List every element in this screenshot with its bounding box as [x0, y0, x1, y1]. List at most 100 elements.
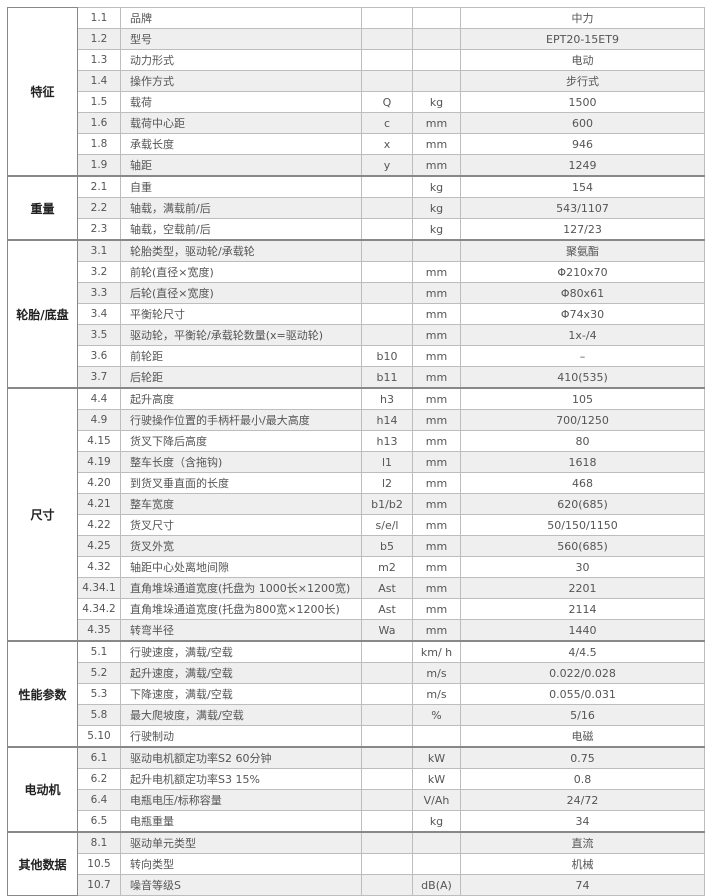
cell-sym — [361, 197, 413, 219]
cell-unit: kg — [412, 91, 461, 113]
cell-unit: mm — [412, 535, 461, 557]
cell-sym — [361, 789, 413, 811]
cell-unit: mm — [412, 154, 461, 177]
cell-unit: dB(A) — [412, 874, 461, 896]
cell-value: 0.022/0.028 — [460, 662, 705, 684]
cell-name: 行驶制动 — [120, 725, 362, 748]
cell-sym — [361, 853, 413, 875]
cell-unit: km/ h — [412, 640, 461, 663]
table-row: 电动机 6.1 驱动电机额定功率S2 60分钟 kW 0.75 — [7, 746, 705, 833]
category-label: 其他数据 — [7, 831, 78, 896]
cell-sym: l2 — [361, 472, 413, 494]
cell-unit: mm — [412, 324, 461, 346]
cell-sym — [361, 810, 413, 833]
cell-value: 946 — [460, 133, 705, 155]
cell-unit: m/s — [412, 683, 461, 705]
cell-num: 3.4 — [77, 303, 121, 325]
table-row: 尺寸 4.4 起升高度 h3 mm 105 — [7, 387, 705, 642]
cell-name: 下降速度，满载/空载 — [120, 683, 362, 705]
cell-value: 34 — [460, 810, 705, 833]
table-row: 5.3 下降速度，满载/空载 m/s 0.055/0.031 — [8, 683, 705, 705]
table-row: 1.6 载荷中心距 c mm 600 — [8, 112, 705, 134]
cell-name: 平衡轮尺寸 — [120, 303, 362, 325]
cell-name: 转向类型 — [120, 853, 362, 875]
cell-name: 驱动轮，平衡轮/承载轮数量(x=驱动轮) — [120, 324, 362, 346]
table-row: 性能参数 5.1 行驶速度，满载/空载 km/ h 4/4.5 — [7, 640, 705, 748]
table-row: 5.10 行驶制动 电磁 — [8, 725, 705, 748]
cell-unit — [412, 853, 461, 875]
cell-value: 24/72 — [460, 789, 705, 811]
cell-name: 动力形式 — [120, 49, 362, 71]
category-label: 重量 — [7, 175, 78, 241]
category-label: 性能参数 — [7, 640, 78, 748]
cell-value: 74 — [460, 874, 705, 896]
cell-value: 0.8 — [460, 768, 705, 790]
cell-num: 4.35 — [77, 619, 121, 642]
cell-unit: mm — [412, 577, 461, 599]
cell-sym: b11 — [361, 366, 413, 389]
cell-value: 1618 — [460, 451, 705, 473]
cell-num: 6.4 — [77, 789, 121, 811]
cell-sym — [361, 831, 413, 854]
cell-unit: mm — [412, 261, 461, 283]
cell-sym — [361, 874, 413, 896]
cell-sym: y — [361, 154, 413, 177]
table-row: 4.21 整车宽度 b1/b2 mm 620(685) — [8, 493, 705, 515]
cell-sym: l1 — [361, 451, 413, 473]
cell-sym: x — [361, 133, 413, 155]
cell-num: 6.1 — [77, 746, 121, 769]
cell-name: 最大爬坡度，满载/空载 — [120, 704, 362, 726]
table-row: 4.15 货叉下降后高度 h13 mm 80 — [8, 430, 705, 452]
table-row: 4.34.2 直角堆垛通道宽度(托盘为800宽×1200长) Ast mm 2114 — [8, 598, 705, 620]
cell-num: 4.22 — [77, 514, 121, 536]
cell-sym — [361, 640, 413, 663]
cell-unit: kg — [412, 175, 461, 198]
cell-value: 2201 — [460, 577, 705, 599]
cell-num: 5.3 — [77, 683, 121, 705]
cell-num: 4.15 — [77, 430, 121, 452]
cell-unit: mm — [412, 409, 461, 431]
cell-unit: mm — [412, 598, 461, 620]
cell-value: 543/1107 — [460, 197, 705, 219]
cell-value: 0.75 — [460, 746, 705, 769]
cell-name: 行驶操作位置的手柄杆最小/最大高度 — [120, 409, 362, 431]
table-row: 4.9 行驶操作位置的手柄杆最小/最大高度 h14 mm 700/1250 — [8, 409, 705, 431]
category-label: 尺寸 — [7, 387, 78, 642]
table-row: 4.25 货叉外宽 b5 mm 560(685) — [8, 535, 705, 557]
cell-name: 品牌 — [120, 7, 362, 29]
cell-num: 1.9 — [77, 154, 121, 177]
cell-name: 轴载，满载前/后 — [120, 197, 362, 219]
cell-num: 10.7 — [77, 874, 121, 896]
table-row: 6.4 电瓶电压/标称容量 V/Ah 24/72 — [8, 789, 705, 811]
table-row: 3.6 前轮距 b10 mm – — [8, 345, 705, 367]
cell-sym: m2 — [361, 556, 413, 578]
cell-name: 整车宽度 — [120, 493, 362, 515]
cell-num: 5.8 — [77, 704, 121, 726]
cell-value: 600 — [460, 112, 705, 134]
cell-num: 6.2 — [77, 768, 121, 790]
cell-num: 6.5 — [77, 810, 121, 833]
cell-sym: h3 — [361, 387, 413, 410]
table-row: 6.5 电瓶重量 kg 34 — [8, 810, 705, 833]
table-row: 4.32 轴距中心处离地间隙 m2 mm 30 — [8, 556, 705, 578]
cell-unit: kW — [412, 746, 461, 769]
cell-value: 4/4.5 — [460, 640, 705, 663]
cell-num: 5.1 — [77, 640, 121, 663]
cell-unit — [412, 7, 461, 29]
cell-value: 560(685) — [460, 535, 705, 557]
cell-unit: mm — [412, 472, 461, 494]
table-row: 2.2 轴载，满载前/后 kg 543/1107 — [8, 197, 705, 219]
cell-name: 后轮(直径×宽度) — [120, 282, 362, 304]
cell-value: 1249 — [460, 154, 705, 177]
cell-sym — [361, 28, 413, 50]
cell-num: 4.34.2 — [77, 598, 121, 620]
cell-name: 自重 — [120, 175, 362, 198]
cell-sym — [361, 282, 413, 304]
cell-sym — [361, 725, 413, 748]
cell-name: 驱动单元类型 — [120, 831, 362, 854]
table-row: 4.22 货叉尺寸 s/e/l mm 50/150/1150 — [8, 514, 705, 536]
cell-value: EPT20-15ET9 — [460, 28, 705, 50]
cell-sym — [361, 768, 413, 790]
cell-name: 起升速度，满载/空载 — [120, 662, 362, 684]
